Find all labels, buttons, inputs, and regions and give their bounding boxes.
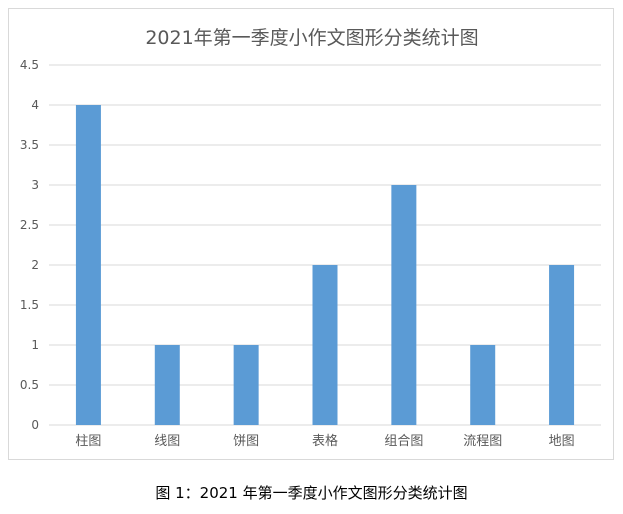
y-tick-label: 3 bbox=[31, 178, 39, 192]
bar bbox=[154, 345, 180, 425]
y-tick-label: 4 bbox=[31, 98, 39, 112]
y-tick-label: 1.5 bbox=[20, 298, 39, 312]
bar bbox=[470, 345, 496, 425]
x-tick-label: 饼图 bbox=[233, 434, 259, 449]
bar bbox=[391, 185, 417, 425]
y-tick-label: 4.5 bbox=[20, 58, 39, 72]
x-tick-label: 表格 bbox=[312, 433, 338, 449]
x-tick-label: 流程图 bbox=[463, 434, 502, 449]
figure-caption: 图 1：2021 年第一季度小作文图形分类统计图 bbox=[155, 484, 468, 502]
bar-chart: 0 0.5 1 1.5 2 2.5 3 3.5 4 4.5 柱图 线图 饼图 表格 组合图 流程图 地图 bbox=[20, 58, 601, 449]
x-tick-label: 柱图 bbox=[75, 434, 101, 449]
bar bbox=[233, 345, 259, 425]
bar bbox=[549, 265, 575, 425]
chart-title: 2021年第一季度小作文图形分类统计图 bbox=[145, 27, 479, 49]
y-tick-label: 0.5 bbox=[20, 378, 39, 392]
x-tick-label: 线图 bbox=[154, 434, 180, 449]
y-tick-label: 2 bbox=[31, 258, 39, 272]
x-tick-label: 组合图 bbox=[384, 434, 423, 449]
y-tick-label: 1 bbox=[31, 338, 39, 352]
x-tick-label: 地图 bbox=[549, 434, 575, 449]
y-tick-label: 0 bbox=[31, 418, 39, 432]
bar bbox=[312, 265, 338, 425]
y-tick-label: 2.5 bbox=[20, 218, 39, 232]
y-tick-label: 3.5 bbox=[20, 138, 39, 152]
bar bbox=[75, 105, 101, 425]
chart-frame: 2021年第一季度小作文图形分类统计图 0 0.5 1 1.5 2 2.5 3 3.5 4 4.5… bbox=[8, 8, 614, 460]
